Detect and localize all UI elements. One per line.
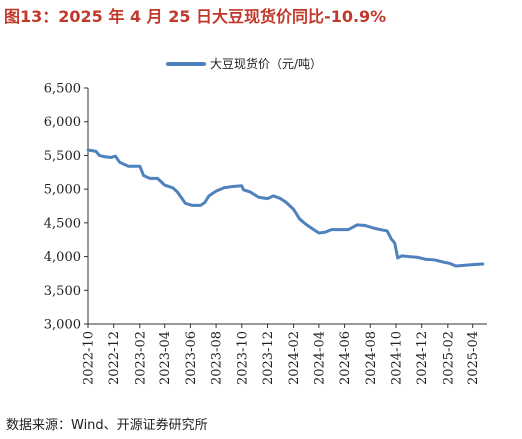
source-note: 数据来源：Wind、开源证券研究所 — [6, 417, 208, 433]
legend-label: 大豆现货价（元/吨） — [210, 56, 322, 71]
x-tick-label: 2025-04 — [466, 331, 481, 385]
x-tick-label: 2022-12 — [107, 331, 122, 385]
x-tick-label: 2023-10 — [235, 331, 250, 385]
x-tick-label: 2024-02 — [287, 331, 302, 385]
x-tick-label: 2024-12 — [415, 331, 430, 385]
y-tick-label: 5,500 — [44, 149, 81, 164]
y-tick-label: 6,000 — [44, 115, 81, 130]
x-axis: 2022-10 2022-12 2023-02 2023-04 2023-06 2023-… — [82, 323, 487, 385]
y-tick-label: 6,500 — [44, 82, 81, 97]
x-tick-label: 2023-12 — [261, 331, 276, 385]
series-line-0 — [86, 148, 485, 268]
x-tick-label: 2024-08 — [364, 331, 379, 385]
x-tick-label: 2025-02 — [441, 331, 456, 385]
y-tick-label: 3,000 — [44, 318, 81, 333]
x-tick-label: 2023-02 — [133, 331, 148, 385]
plot-area — [86, 148, 485, 268]
y-tick-label: 4,500 — [44, 216, 81, 231]
x-tick-label: 2024-04 — [312, 331, 327, 385]
chart-title: 图13：2025 年 4 月 25 日大豆现货价同比-10.9% — [4, 7, 386, 26]
x-tick-label: 2022-10 — [82, 331, 97, 385]
x-tick-label: 2023-04 — [158, 331, 173, 385]
y-axis: 3,000 3,500 4,000 4,500 5,000 5,500 6,000 6,500 — [44, 82, 89, 333]
legend: 大豆现货价（元/吨） — [166, 56, 322, 71]
y-tick-label: 3,500 — [44, 284, 81, 299]
x-tick-label: 2023-06 — [184, 331, 199, 385]
x-tick-label: 2024-06 — [338, 331, 353, 385]
x-tick-label: 2024-10 — [389, 331, 404, 385]
x-tick-label: 2023-08 — [210, 331, 225, 385]
y-tick-label: 5,000 — [44, 183, 81, 198]
y-tick-label: 4,000 — [44, 250, 81, 265]
